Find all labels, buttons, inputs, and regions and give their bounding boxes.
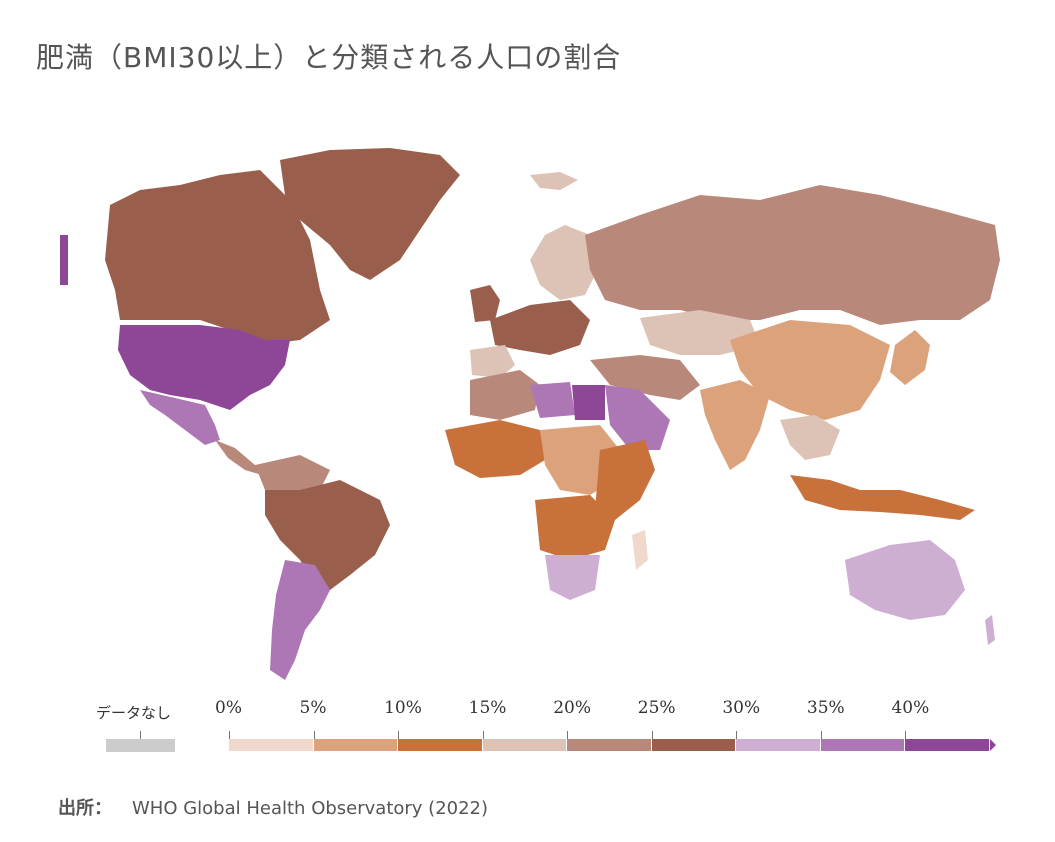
legend-bin-6 [736,739,820,751]
legend-nodata-tick [140,731,141,739]
legend-bin-7 [820,739,905,751]
legend-bin-1 [313,739,398,751]
source-label: 出所： [58,798,112,819]
legend-bin-0 [229,739,313,751]
region-scandinavia [530,225,600,300]
legend-tick-mark [398,731,400,739]
region-russia [585,185,1000,325]
region-iceland [530,172,578,190]
legend-tick-label: 40% [891,698,930,718]
legend-tick-label: 35% [806,698,845,718]
legend-tick-label: 20% [553,698,592,718]
region-central-asia [640,310,760,355]
legend-tick-mark [651,731,653,739]
legend-tick-mark [229,731,230,739]
region-south-central-africa [535,495,615,560]
region-egypt [572,385,605,420]
legend-bin-4 [567,739,651,751]
legend-tick-label: 5% [299,698,327,718]
region-uk [470,285,500,322]
legend-nodata-swatch [106,739,175,752]
legend-tick-mark [736,731,738,739]
world-map [60,148,1000,680]
region-alaska [60,235,68,285]
region-western-europe [490,300,590,355]
region-brazil [265,480,390,590]
region-argentina [270,560,330,680]
legend-tick-label: 25% [637,698,676,718]
source-line: 出所： WHO Global Health Observatory (2022) [58,794,488,820]
region-west-africa [445,420,545,478]
region-middle-east [590,355,700,400]
legend-bin-8 [905,739,989,751]
legend-tick-mark [820,731,822,739]
region-libya [530,382,575,418]
region-india [700,380,770,470]
region-north-africa [470,370,540,420]
legend-tick-mark [567,731,569,739]
region-new-zealand [985,615,995,645]
legend-tick-mark [313,731,315,739]
legend-tick-label: 0% [215,698,242,718]
region-united-states [118,325,290,410]
region-central-america [215,440,262,475]
region-japan [890,330,930,385]
region-australia [845,540,965,620]
legend-bin-3 [482,739,567,751]
region-greenland [280,148,460,280]
region-madagascar [632,530,648,570]
region-southeast-asia [780,415,840,460]
legend-tick-label: 15% [468,698,507,718]
legend-tick-label: 30% [722,698,761,718]
legend-tick-mark [905,731,907,739]
legend-bin-5 [651,739,736,751]
legend-nodata-label: データなし [96,704,172,722]
legend-tick-mark [482,731,484,739]
region-east-africa [595,440,655,520]
region-canada [105,170,330,345]
region-southern-africa [545,555,600,600]
region-mexico [140,390,220,445]
region-north-south-america [255,455,330,495]
legend-tick-label: 10% [384,698,422,718]
legend-arrow-icon [990,739,996,751]
source-value: WHO Global Health Observatory (2022) [132,798,489,819]
region-iberia [470,345,515,378]
region-arabia [605,385,670,450]
chart-title: 肥満（BMI30以上）と分類される人口の割合 [36,41,622,74]
legend-bin-2 [398,739,482,751]
region-indonesia [790,475,975,520]
